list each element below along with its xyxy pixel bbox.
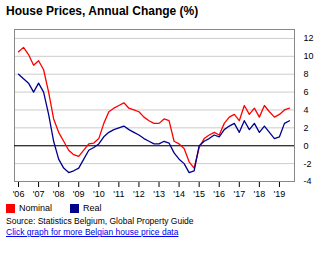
svg-text:8: 8 — [304, 69, 309, 79]
html-text:Source: Statistics Belgium, Gl: Source: Statistics Belgium, Global Prope… — [6, 216, 194, 227]
html-text:Real: Real — [83, 203, 102, 213]
svg-text:'18: '18 — [254, 189, 266, 199]
svg-text:'06: '06 — [13, 189, 25, 199]
svg-text:6: 6 — [304, 87, 309, 97]
html-text:House Prices, Annual Change (%: House Prices, Annual Change (%) — [6, 4, 199, 18]
html-text:Nominal: Nominal — [19, 203, 52, 213]
svg-text:'16: '16 — [213, 189, 225, 199]
svg-text:4: 4 — [304, 105, 309, 115]
svg-text:2: 2 — [304, 123, 309, 133]
svg-text:'14: '14 — [173, 189, 185, 199]
svg-text:10: 10 — [304, 51, 314, 61]
svg-text:'15: '15 — [193, 189, 205, 199]
html-text:Click graph for more Belgian h: Click graph for more Belgian house price… — [6, 227, 179, 238]
svg-text:'09: '09 — [73, 189, 85, 199]
svg-text:'08: '08 — [53, 189, 65, 199]
svg-text:-4: -4 — [304, 176, 312, 186]
svg-text:'10: '10 — [93, 189, 105, 199]
svg-text:-2: -2 — [304, 158, 312, 168]
svg-text:'07: '07 — [33, 189, 45, 199]
svg-text:'13: '13 — [153, 189, 165, 199]
svg-text:0: 0 — [304, 141, 309, 151]
svg-text:'19: '19 — [274, 189, 286, 199]
svg-text:'17: '17 — [233, 189, 245, 199]
svg-text:12: 12 — [304, 33, 314, 43]
svg-text:'12: '12 — [133, 189, 145, 199]
svg-text:'11: '11 — [113, 189, 124, 199]
